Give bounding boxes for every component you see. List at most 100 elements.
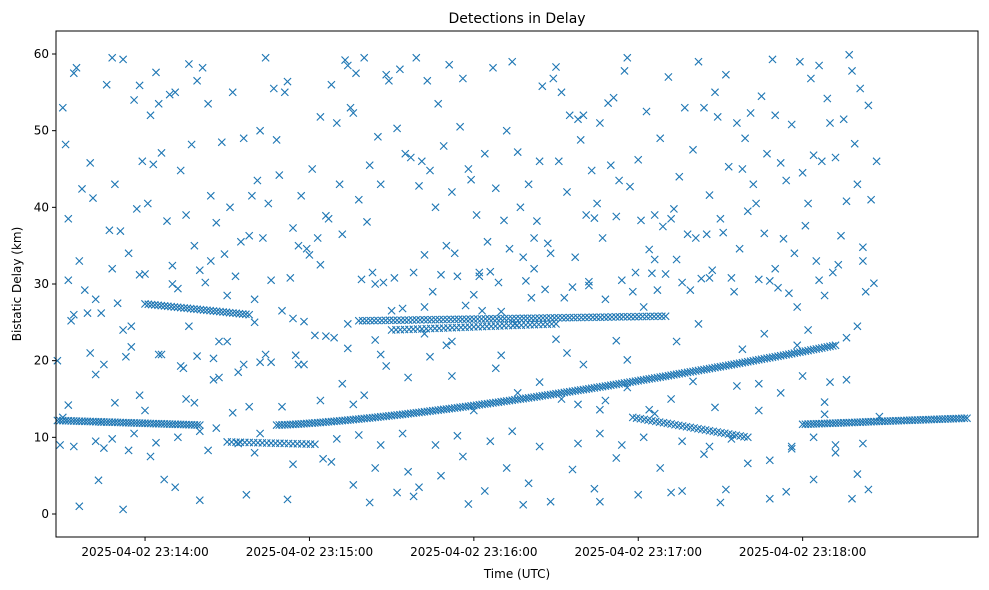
data-point (656, 134, 665, 143)
data-point (853, 322, 862, 331)
data-point (611, 312, 620, 321)
data-point (294, 241, 303, 250)
data-point (579, 111, 588, 120)
data-point (458, 74, 467, 83)
data-point (481, 314, 490, 323)
data-point (124, 249, 133, 258)
data-point (601, 295, 610, 304)
data-point (500, 216, 508, 225)
data-point (108, 264, 117, 273)
data-point (182, 395, 191, 403)
data-point (99, 360, 108, 369)
data-point (634, 490, 643, 499)
data-point (867, 195, 876, 204)
data-point (615, 312, 624, 321)
data-point (623, 312, 632, 321)
data-point (754, 275, 763, 284)
data-point (209, 354, 218, 363)
data-point (654, 312, 662, 321)
data-point (864, 485, 873, 494)
data-point (398, 304, 407, 313)
data-point (491, 364, 500, 373)
data-point (435, 315, 444, 324)
data-point (713, 112, 722, 121)
data-point (379, 278, 388, 287)
data-point (226, 203, 234, 212)
data-point (206, 191, 215, 200)
data-point (102, 80, 111, 89)
data-point (250, 448, 259, 457)
data-point (721, 485, 730, 494)
data-point (790, 249, 799, 258)
data-point (89, 194, 97, 203)
data-point (215, 307, 224, 316)
data-point (163, 302, 172, 311)
data-point (250, 295, 259, 304)
data-point (338, 230, 347, 239)
data-point (447, 188, 456, 196)
plot-area (56, 31, 978, 537)
data-point (267, 358, 276, 367)
data-point (393, 124, 402, 133)
data-point (362, 316, 371, 325)
data-point (579, 360, 588, 369)
data-point (464, 500, 473, 508)
data-point (458, 452, 467, 461)
data-point (238, 310, 247, 318)
data-point (189, 305, 198, 313)
data-point (631, 268, 640, 277)
data-point (357, 275, 366, 284)
x-tick-label: 2025-04-02 23:15:00 (246, 545, 373, 559)
data-point (245, 402, 254, 411)
data-point (415, 483, 423, 492)
data-point (431, 315, 440, 324)
data-point (332, 434, 341, 443)
data-point (69, 310, 78, 319)
data-point (97, 309, 106, 318)
data-point (305, 250, 314, 259)
data-point (456, 122, 465, 131)
data-point (760, 229, 769, 238)
data-point (469, 315, 478, 324)
data-point (702, 230, 711, 239)
data-point (75, 257, 84, 265)
data-point (776, 158, 785, 167)
data-point (420, 315, 428, 324)
data-point (360, 53, 369, 62)
data-point (110, 398, 119, 407)
data-point (78, 184, 86, 193)
data-point (496, 314, 505, 323)
data-point (754, 406, 763, 415)
data-point (160, 475, 169, 484)
data-point (286, 273, 295, 282)
data-point (365, 498, 374, 507)
data-point (828, 268, 837, 277)
data-point (809, 475, 818, 484)
data-point (146, 111, 155, 120)
data-point (354, 431, 363, 439)
data-point (623, 383, 632, 392)
data-point (798, 372, 807, 380)
data-point (358, 316, 367, 325)
data-point (376, 180, 385, 189)
data-point (831, 153, 840, 162)
data-point (223, 291, 232, 300)
data-point (404, 316, 413, 325)
data-point (771, 111, 780, 120)
data-point (94, 476, 103, 485)
data-point (195, 427, 204, 436)
data-point (160, 301, 169, 310)
data-point (661, 270, 670, 278)
data-point (812, 257, 821, 265)
data-point (700, 103, 708, 112)
data-point (108, 53, 117, 62)
y-tick-label: 40 (34, 200, 49, 214)
data-point (749, 180, 758, 189)
data-point (147, 300, 156, 309)
data-point (716, 214, 725, 223)
data-point (612, 336, 621, 345)
data-point (154, 350, 163, 359)
data-point (242, 490, 251, 499)
data-point (646, 312, 655, 321)
data-point (480, 487, 489, 495)
